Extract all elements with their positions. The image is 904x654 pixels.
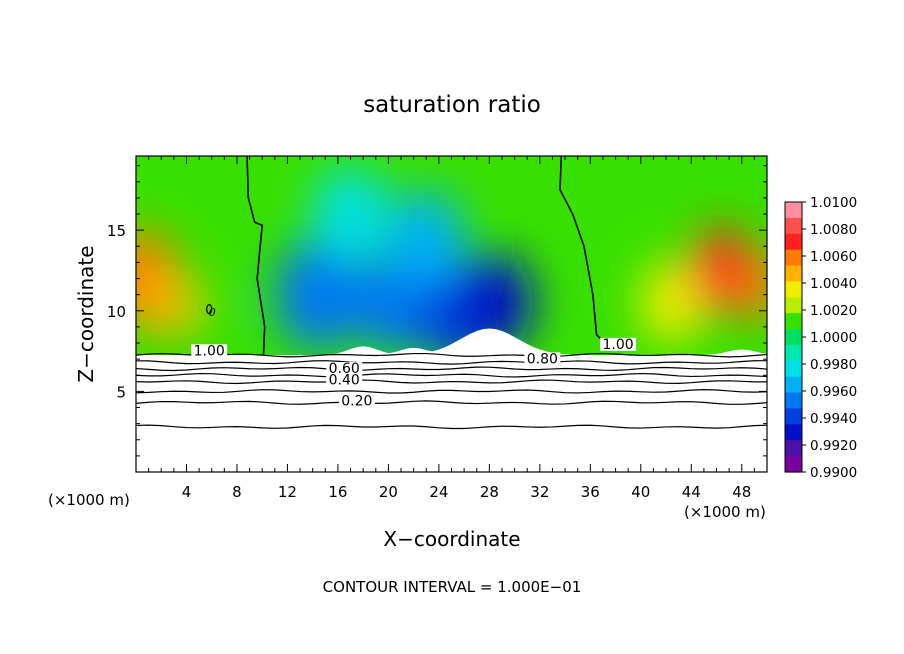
colorbar-label: 1.0020 [810,303,857,319]
heat-blob [639,260,706,345]
x-tick-label: 16 [328,483,347,501]
colorbar-swatch [785,456,802,473]
y-axis-ticks: 5 10 15 [107,165,767,457]
x-tick-label: 40 [631,483,650,501]
contour-line [136,352,767,358]
contour-label-bg [191,344,228,358]
heat-blob [189,284,230,337]
colorbar-label: 1.0100 [810,195,857,211]
x-axis-ticks: 4 8 12 16 20 24 28 32 36 40 44 48 [135,156,768,501]
colorbar-swatch [785,408,802,425]
contour-label: 1.00 [194,343,225,359]
contour-label: 0 [209,306,216,319]
contour-line [136,360,767,365]
colorbar-swatch [785,360,802,378]
colorbar-swatch [785,265,802,283]
contour-line [136,366,767,372]
colorbar-swatch [785,440,802,457]
contour-labels: 1.00 0.600.40 0.20 0.80 1.00 0 [191,306,637,409]
x-tick-label: 4 [182,483,192,501]
x-tick-label: 32 [530,483,549,501]
y-tick-label: 5 [116,383,126,401]
contour-line [206,304,213,315]
x-tick-label: 12 [278,483,297,501]
x-tick-label: 8 [232,483,242,501]
y-axis-label: Z−coordinate [74,245,98,382]
heat-blob [388,189,465,287]
contour-line [136,379,767,385]
contour-label: 0.40 [329,372,360,388]
x-tick-label: 24 [429,483,448,501]
colorbar-swatch [785,281,802,298]
contour-interval-note: CONTOUR INTERVAL = 1.000E−01 [323,578,582,596]
y-tick-label: 10 [107,303,126,321]
contour-line [136,372,767,378]
colorbar-label: 0.9920 [810,438,857,454]
contour-label-bg [338,394,375,408]
contour-label-bg [524,352,561,366]
x-unit-left: (×1000 m) [48,491,130,509]
colorbar-label: 1.0060 [810,249,857,265]
colorbar-swatch [785,233,802,251]
x-tick-label: 28 [480,483,499,501]
y-tick-label: 15 [107,222,126,240]
contour-label-bg [326,373,363,387]
contour-label: 1.00 [602,337,633,353]
plot-area [136,156,767,472]
colorbar-label: 1.0040 [810,276,857,292]
contour-label: 0.60 [329,361,360,377]
x-axis-label: X−coordinate [383,527,520,551]
contour-lines [136,156,767,430]
contour-line [246,156,266,355]
chart-title: saturation ratio [363,92,541,118]
contour-label: 0.80 [527,351,558,367]
heat-blob [274,238,364,352]
contour-line [136,389,767,394]
contour-line [136,400,767,405]
heat-blob [457,254,534,352]
cloud-base-region [136,328,767,472]
colorbar-swatch [785,249,802,267]
colorbar: 1.0100 1.0080 1.0060 1.0040 1.0020 1.0000 0.99… [784,195,857,481]
x-tick-label: 48 [732,483,751,501]
heat-blob [735,254,767,319]
contour-label-bg [600,337,637,351]
colorbar-swatch [785,217,802,235]
heat-blob [312,165,389,263]
colorbar-swatch [785,376,802,394]
colorbar-swatch [785,424,802,441]
contour-label: 0.20 [341,393,372,409]
colorbar-label: 0.9980 [810,357,857,373]
contour-label-bg [326,362,363,376]
x-tick-label: 44 [682,483,701,501]
colorbar-swatch [785,297,802,314]
x-tick-label: 36 [581,483,600,501]
colorbar-swatch [785,392,802,410]
colorbar-label: 1.0000 [810,330,857,346]
contour-line [136,424,767,430]
colorbar-label: 1.0080 [810,222,857,238]
colorbar-swatch [785,202,802,219]
colorbar-label: 0.9940 [810,411,857,427]
contour-line [559,156,610,347]
colorbar-swatch [785,329,802,346]
colorbar-swatch [785,344,802,362]
colorbar-label: 0.9960 [810,384,857,400]
colorbar-swatch [785,313,802,330]
x-unit-right: (×1000 m) [684,503,766,521]
x-tick-label: 20 [379,483,398,501]
colorbar-label: 0.9900 [810,465,857,481]
heat-blob [139,267,196,339]
